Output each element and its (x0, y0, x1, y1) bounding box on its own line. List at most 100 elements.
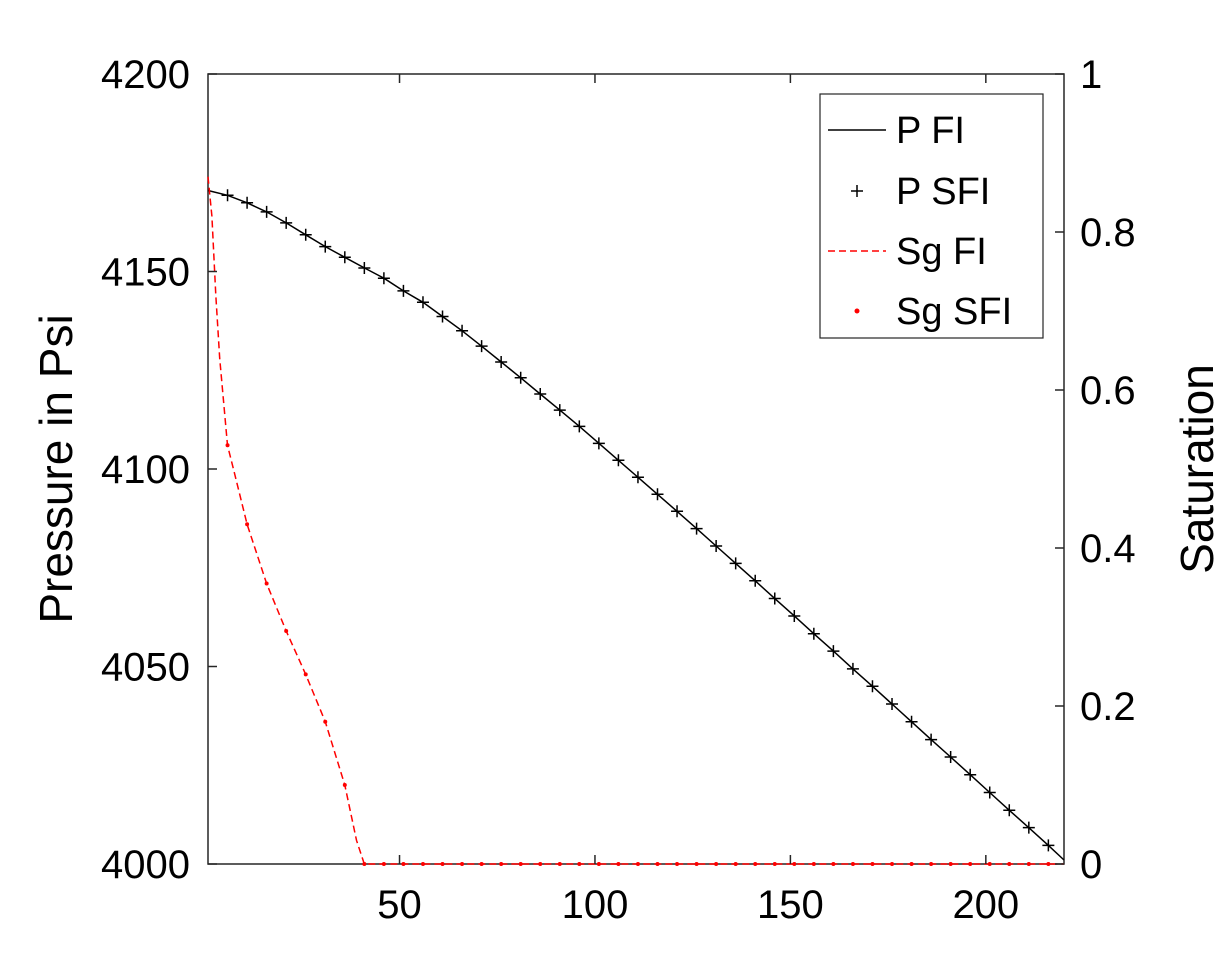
left-y-tick-label: 4050 (101, 646, 190, 690)
data-point-p-sfi (729, 557, 742, 570)
data-point-sg-sfi (381, 862, 386, 866)
left-y-tick-label: 4150 (101, 251, 190, 295)
data-point-sg-sfi (890, 862, 895, 866)
data-point-sg-sfi (401, 862, 406, 866)
data-point-p-sfi (768, 592, 781, 605)
data-point-sg-sfi (948, 862, 953, 866)
data-point-sg-sfi (870, 862, 875, 866)
x-tick-label: 100 (562, 883, 629, 927)
data-point-sg-sfi (1007, 862, 1012, 866)
data-point-sg-sfi (909, 862, 914, 866)
data-point-p-sfi (749, 574, 762, 587)
data-point-p-sfi (436, 310, 449, 323)
data-point-p-sfi (690, 522, 703, 535)
data-point-p-sfi (905, 715, 918, 728)
data-point-sg-sfi (577, 862, 582, 866)
data-point-sg-sfi (420, 862, 425, 866)
legend-label-p-sfi: P SFI (896, 171, 990, 213)
data-point-p-sfi (925, 733, 938, 746)
data-point-sg-sfi (245, 522, 250, 527)
x-tick-label: 50 (377, 883, 422, 927)
data-point-p-sfi (338, 251, 351, 264)
left-y-tick-label: 4200 (101, 53, 190, 97)
data-point-p-sfi (495, 355, 508, 368)
data-point-sg-sfi (460, 862, 465, 866)
data-point-sg-sfi (753, 862, 758, 866)
right-y-tick-label: 0.6 (1080, 369, 1136, 413)
right-y-tick-label: 0.8 (1080, 211, 1136, 255)
data-point-sg-sfi (518, 862, 523, 866)
data-point-p-sfi (651, 488, 664, 501)
data-point-sg-sfi (362, 862, 367, 866)
data-point-p-sfi (358, 261, 371, 274)
data-point-sg-sfi (811, 862, 816, 866)
data-point-sg-sfi (616, 862, 621, 866)
data-point-sg-sfi (557, 862, 562, 866)
data-point-p-sfi (260, 205, 273, 218)
data-point-sg-sfi (342, 783, 347, 787)
data-point-p-sfi (710, 540, 723, 553)
data-point-sg-sfi (323, 719, 328, 724)
data-point-sg-sfi (1046, 862, 1051, 866)
data-point-p-sfi (553, 404, 566, 417)
right-axis-title: Saturation (1171, 364, 1223, 574)
data-point-sg-sfi (479, 862, 484, 866)
data-point-p-sfi (671, 505, 684, 518)
data-point-p-sfi (592, 437, 605, 450)
legend-swatch-p-sfi (851, 185, 863, 197)
legend-label-sg-fi: Sg FI (896, 231, 987, 273)
series-line-sg-fi (207, 176, 1064, 865)
left-axis-title: Pressure in Psi (30, 314, 82, 623)
data-point-p-sfi (866, 680, 879, 693)
data-point-p-sfi (319, 240, 332, 253)
data-point-sg-sfi (714, 862, 719, 866)
data-point-p-sfi (631, 471, 644, 484)
data-point-p-sfi (377, 272, 390, 285)
data-point-sg-sfi (987, 862, 992, 866)
data-point-p-sfi (944, 750, 957, 763)
data-point-p-sfi (397, 284, 410, 297)
data-point-p-sfi (1003, 804, 1016, 817)
data-point-p-sfi (964, 768, 977, 781)
right-y-tick-label: 0.4 (1080, 527, 1136, 571)
data-point-p-sfi (886, 698, 899, 711)
data-point-sg-sfi (538, 862, 543, 866)
data-point-p-sfi (416, 296, 429, 309)
legend-label-sg-sfi: Sg SFI (896, 291, 1012, 333)
data-point-sg-sfi (635, 862, 640, 866)
legend-box (819, 93, 1044, 339)
data-point-p-sfi (221, 189, 234, 202)
data-point-p-sfi (241, 196, 254, 209)
data-point-sg-sfi (968, 862, 973, 866)
data-point-p-sfi (573, 420, 586, 433)
data-point-sg-sfi (929, 862, 934, 866)
data-point-p-sfi (475, 340, 488, 353)
data-point-sg-sfi (303, 672, 308, 677)
data-point-sg-sfi (792, 862, 797, 866)
data-point-p-sfi (1022, 821, 1035, 834)
data-point-sg-sfi (284, 628, 289, 633)
data-layer (207, 176, 1065, 866)
x-tick-label: 150 (757, 883, 824, 927)
data-point-sg-sfi (675, 862, 680, 866)
legend: P FI P SFI Sg FI Sg SFI (819, 93, 1044, 339)
data-point-p-sfi (514, 371, 527, 384)
data-point-sg-sfi (772, 862, 777, 866)
data-point-p-sfi (280, 216, 293, 229)
data-point-p-sfi (1042, 839, 1055, 852)
data-point-p-sfi (612, 454, 625, 467)
data-point-p-sfi (846, 662, 859, 675)
data-point-sg-sfi (596, 862, 601, 866)
data-point-p-sfi (983, 786, 996, 799)
legend-label-p-fi: P FI (896, 110, 965, 152)
axes-layer: 50 100 150 200 4000 4050 4100 4150 4200 0 0.2 0.4 0.… (101, 53, 1136, 927)
data-point-p-sfi (827, 645, 840, 658)
data-point-sg-sfi (831, 862, 836, 866)
data-point-sg-sfi (655, 862, 660, 866)
data-point-p-sfi (456, 324, 469, 337)
data-point-p-sfi (534, 387, 547, 400)
data-point-sg-sfi (1026, 862, 1031, 866)
data-point-sg-sfi (264, 581, 269, 586)
left-y-tick-label: 4100 (101, 448, 190, 492)
